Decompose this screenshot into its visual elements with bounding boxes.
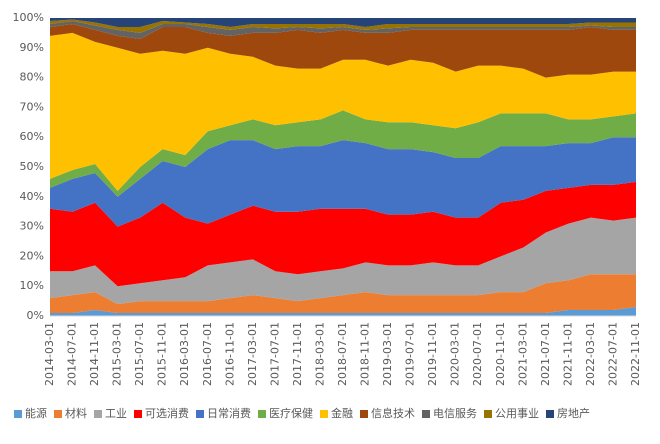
y-tick-label: 30% <box>20 220 44 233</box>
area <box>50 274 636 314</box>
x-tick-label: 2018-07-01 <box>336 322 349 386</box>
x-tick-label: 2017-07-01 <box>268 322 281 386</box>
y-tick-label: 90% <box>20 41 44 54</box>
x-tick-label: 2016-11-01 <box>223 322 236 386</box>
x-tick-label: 2022-07-01 <box>606 322 619 386</box>
x-tick-label: 2015-07-01 <box>133 322 146 386</box>
area <box>50 20 636 39</box>
y-tick-label: 0% <box>27 309 44 322</box>
x-tick-label: 2021-03-01 <box>516 322 529 386</box>
area <box>50 110 636 197</box>
area <box>50 181 636 287</box>
area <box>50 307 636 316</box>
legend-label: 工业 <box>105 407 127 420</box>
x-tick-label: 2016-07-01 <box>201 322 214 386</box>
legend-swatch <box>94 410 102 418</box>
legend-swatch <box>54 410 62 418</box>
x-tick-label: 2019-03-01 <box>381 322 394 386</box>
x-tick-label: 2021-07-01 <box>539 322 552 386</box>
legend-label: 电信服务 <box>433 407 477 420</box>
legend-swatch <box>258 410 266 418</box>
x-tick-label: 2022-03-01 <box>584 322 597 386</box>
area <box>50 23 636 78</box>
x-tick-label: 2020-07-01 <box>471 322 484 386</box>
area <box>50 137 636 227</box>
legend-label: 房地产 <box>557 406 590 420</box>
x-tick-label: 2016-03-01 <box>178 322 191 386</box>
y-tick-label: 50% <box>20 160 44 173</box>
legend-label: 材料 <box>65 406 87 420</box>
y-tick-label: 40% <box>20 190 44 203</box>
area <box>50 217 636 305</box>
legend-label: 信息技术 <box>371 406 415 420</box>
area <box>50 18 636 27</box>
x-tick-label: 2018-03-01 <box>313 322 326 386</box>
y-tick-label: 20% <box>20 249 44 262</box>
x-tick-label: 2019-07-01 <box>404 322 417 386</box>
legend-label: 能源 <box>25 406 47 420</box>
x-tick-label: 2015-11-01 <box>156 322 169 386</box>
legend-swatch <box>360 410 368 418</box>
x-tick-label: 2017-11-01 <box>291 322 304 386</box>
legend-swatch <box>196 410 204 418</box>
x-tick-label: 2014-03-01 <box>43 322 56 386</box>
x-tick-label: 2021-11-01 <box>561 322 574 386</box>
y-tick-label: 80% <box>20 71 44 84</box>
y-tick-label: 70% <box>20 100 44 113</box>
area <box>50 32 636 191</box>
legend-swatch <box>484 410 492 418</box>
x-tick-label: 2014-07-01 <box>66 322 79 386</box>
legend-label: 金融 <box>331 406 353 420</box>
y-tick-label: 60% <box>20 130 44 143</box>
legend-label: 可选消费 <box>145 406 189 420</box>
y-tick-label: 100% <box>13 11 44 24</box>
x-tick-label: 2019-11-01 <box>426 322 439 386</box>
y-tick-label: 10% <box>20 279 44 292</box>
x-tick-label: 2014-11-01 <box>88 322 101 386</box>
legend-swatch <box>320 410 328 418</box>
legend-swatch <box>14 410 22 418</box>
legend-swatch <box>134 410 142 418</box>
x-tick-label: 2017-03-01 <box>246 322 259 386</box>
area <box>50 19 636 33</box>
x-tick-label: 2015-03-01 <box>111 322 124 386</box>
legend-swatch <box>546 410 554 418</box>
legend-label: 日常消费 <box>207 406 251 420</box>
legend-swatch <box>422 410 430 418</box>
legend-label: 医疗保健 <box>269 406 313 420</box>
x-tick-label: 2020-03-01 <box>449 322 462 386</box>
legend-label: 公用事业 <box>495 407 539 420</box>
x-tick-label: 2020-11-01 <box>494 322 507 386</box>
x-tick-label: 2022-11-01 <box>629 322 642 386</box>
x-tick-label: 2018-11-01 <box>359 322 372 386</box>
